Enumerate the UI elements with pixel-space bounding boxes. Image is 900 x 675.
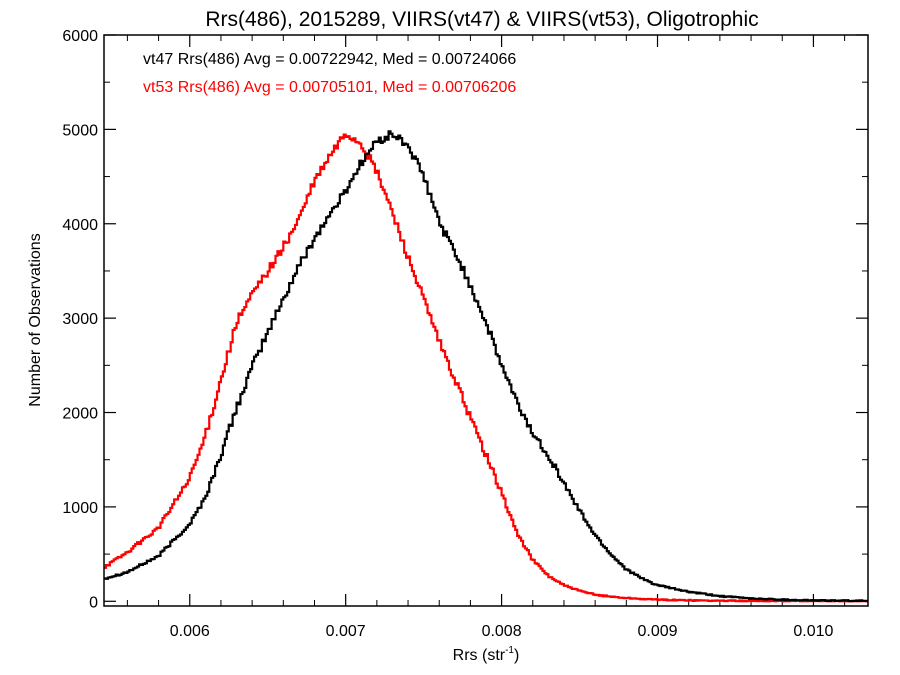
y-tick-label: 0: [89, 594, 98, 611]
y-tick-label: 2000: [62, 406, 98, 423]
y-tick-label: 5000: [62, 122, 98, 139]
x-tick-label: 0.010: [793, 623, 833, 640]
y-axis-label: Number of Observations: [27, 233, 44, 406]
y-tick-label: 3000: [62, 311, 98, 328]
plot-frame: [103, 34, 869, 607]
y-tick-label: 6000: [62, 28, 98, 45]
x-tick-label: 0.008: [482, 623, 522, 640]
x-axis-label: Rrs (str-1): [453, 645, 520, 664]
y-tick-label: 1000: [62, 500, 98, 517]
y-axis-ticks: 0 1000 2000 3000 4000 5000 6000: [62, 28, 868, 611]
legend-vt53-label: vt53 Rrs(486) Avg = 0.00705101, Med = 0.…: [143, 79, 516, 96]
legend-vt47-label: vt47 Rrs(486) Avg = 0.00722942, Med = 0.…: [143, 51, 516, 68]
x-tick-label: 0.006: [170, 623, 210, 640]
series-vt47-line: [104, 130, 868, 603]
y-tick-label: 4000: [62, 217, 98, 234]
series-vt53-line: [104, 133, 868, 603]
x-tick-label: 0.009: [637, 623, 677, 640]
x-axis-label-exponent: -1: [505, 645, 514, 656]
x-axis-ticks: 0.006 0.007 0.008 0.009 0.010: [126, 35, 846, 640]
x-tick-label: 0.007: [326, 623, 366, 640]
chart-title: Rrs(486), 2015289, VIIRS(vt47) & VIIRS(v…: [205, 8, 758, 31]
